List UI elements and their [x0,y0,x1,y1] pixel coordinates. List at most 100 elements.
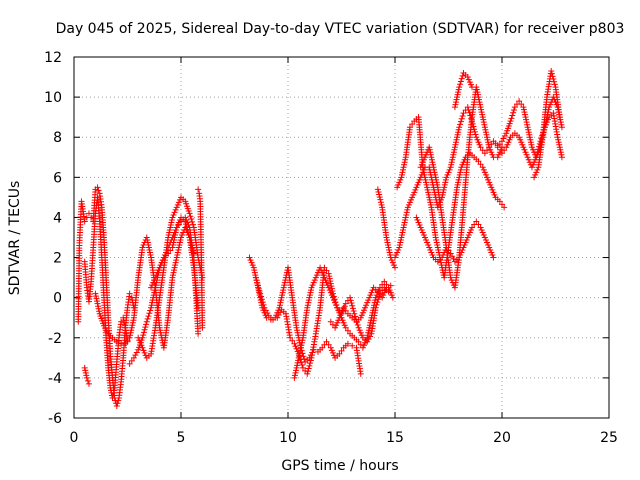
data-point [328,292,335,299]
data-point [293,364,300,371]
data-point [120,317,127,324]
data-point [434,244,441,251]
data-point [387,282,394,289]
y-tick-label: 6 [53,170,62,186]
data-point [428,156,435,163]
data-point [299,362,306,369]
data-point [195,186,202,193]
data-point [150,279,157,286]
data-point [325,284,332,291]
data-point [485,139,492,146]
data-point [147,307,154,314]
data-point [338,309,345,316]
data-point [464,104,471,111]
data-point [509,112,516,119]
data-point [405,201,412,208]
data-point [264,310,271,317]
data-point [499,150,505,157]
data-point [144,239,151,246]
data-point [472,131,479,138]
data-point [528,144,535,151]
data-point [256,287,263,294]
data-point [306,292,313,299]
data-point [471,126,478,133]
data-point [297,344,304,351]
data-point [400,164,407,171]
data-point [304,370,311,377]
data-point [389,259,396,266]
data-point [479,164,486,171]
data-point [109,394,116,401]
data-point [455,86,462,93]
data-point [383,237,390,244]
data-point [496,141,503,148]
data-point [377,291,384,298]
data-point [486,244,493,251]
data-point [445,169,452,176]
data-point [369,309,376,316]
y-tick-label: -2 [48,331,62,347]
data-point [431,166,438,173]
data-point [348,300,355,307]
data-point [92,290,99,297]
x-tick-label: 25 [600,430,618,446]
data-point [305,365,312,372]
data-point [424,186,431,193]
data-point [132,352,139,359]
data-point [485,242,492,249]
data-point [150,292,157,299]
data-point [143,321,150,328]
data-point [411,189,418,196]
data-point [480,116,487,123]
series-track-r [451,70,476,111]
data-point [533,169,540,176]
data-point [124,337,131,344]
data-point [447,274,454,281]
series-track-g [148,214,202,337]
data-point [475,94,482,101]
data-point [409,194,416,201]
data-point [317,264,324,271]
data-point [400,166,407,173]
data-point [169,234,176,241]
series-track-n [392,104,505,261]
data-point [452,141,459,148]
data-point [488,184,495,191]
data-point [427,149,434,156]
data-point [478,226,485,233]
data-point [507,118,514,125]
data-point [530,161,537,168]
data-point [374,186,381,193]
data-point [176,196,183,203]
data-point [95,187,102,194]
data-point [558,154,565,161]
data-point [167,224,174,231]
data-point [168,219,175,226]
data-point [499,138,505,145]
data-point [336,350,343,357]
data-point [522,149,529,156]
data-point [296,352,303,359]
data-point [414,181,421,188]
data-point [491,191,498,198]
data-point [171,209,178,216]
data-point [327,318,334,325]
data-point [276,302,283,309]
data-point [413,184,420,191]
data-point [525,156,532,163]
data-point [456,174,463,181]
data-point [139,244,146,251]
data-point [377,199,384,206]
data-point [323,338,330,345]
data-point [451,104,458,111]
data-point [427,199,434,206]
series-track-o [394,114,508,281]
data-point [95,303,102,310]
data-point [417,224,424,231]
data-point [126,334,133,341]
data-point [185,221,192,228]
data-point [126,290,133,297]
data-point [174,221,181,228]
data-point [523,151,530,158]
data-point [342,300,349,307]
